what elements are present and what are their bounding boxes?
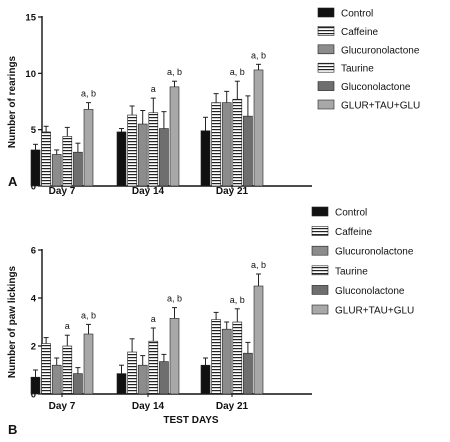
legend-label-control: Control [341,9,373,20]
y-tick-label: 10 [25,69,36,80]
legend-label-caffeine: Caffeine [341,27,379,38]
bar-taurine [148,340,159,395]
significance-label: a [151,84,156,94]
bar-control [30,376,41,395]
x-tick-label: Day 21 [216,186,249,197]
significance-label: a, b [230,295,245,305]
bar-taurine [62,345,73,395]
y-axis-label: Number of rearings [7,55,18,148]
legend-swatch-glucuronolactone [317,44,335,55]
significance-label: a, b [167,67,182,77]
bar-control [30,149,41,187]
bar-combo [83,109,94,187]
x-tick-label: Day 21 [216,401,249,412]
bar-gluconolactone [243,352,253,395]
y-tick-label: 5 [31,125,37,136]
chart-panel-a: 0 5 10 15 Number of rearings Day 7 Day 14 Day 2… [7,7,420,197]
legend-label-combo: GLUR+TAU+GLU [335,306,414,317]
bar-taurine [232,98,243,187]
bar-glucuronolactone [221,102,232,187]
legend-label-gluconolactone: Gluconolactone [335,286,405,297]
bar-gluconolactone [243,115,253,187]
legend-label-glucuronolactone: Glucuronolactone [341,45,420,56]
legend-swatch-gluconolactone [311,285,329,295]
significance-label: a [151,314,156,324]
x-tick-label: Day 7 [49,186,76,197]
bar-caffeine [127,114,137,187]
bar-taurine [232,321,243,395]
legend-label-taurine: Taurine [335,266,368,277]
bar-control [116,373,127,395]
significance-label: a, b [81,310,96,320]
y-tick-label: 15 [25,13,36,24]
chart-panel-b: 0 2 4 6 Number of paw lickings Day 7 Day 14 Day… [7,206,414,437]
bar-glucuronolactone [137,123,148,187]
bar-gluconolactone [159,361,169,395]
bar-caffeine [211,102,221,187]
legend-swatch-glucuronolactone [311,245,329,256]
bar-combo [169,318,180,395]
legend-label-gluconolactone: Gluconolactone [341,82,411,93]
significance-label: a, b [251,260,266,270]
bar-taurine [148,112,159,187]
legend-label-control: Control [335,208,367,219]
panel-label: A [8,174,18,189]
bar-control [116,131,127,187]
legend-swatch-combo [311,304,329,315]
bar-glucuronolactone [51,364,62,395]
legend-swatch-caffeine [317,26,335,36]
y-tick-label: 6 [31,246,36,257]
bar-combo [253,285,264,395]
significance-label: a, b [251,50,266,60]
legend-swatch-control [317,7,335,18]
bar-glucuronolactone [221,328,232,395]
bar-caffeine [41,131,51,187]
x-tick-label: Day 14 [132,186,165,197]
y-axis-label: Number of paw lickings [7,265,18,378]
bar-caffeine [211,319,221,395]
significance-label: a, b [81,89,96,99]
x-tick-label: Day 14 [132,401,165,412]
bar-taurine [62,136,73,187]
legend-label-caffeine: Caffeine [335,227,373,238]
significance-label: a, b [167,294,182,304]
bar-gluconolactone [73,151,83,187]
y-tick-label: 4 [31,294,37,305]
significance-label: a, b [230,67,245,77]
legend-swatch-gluconolactone [317,81,335,91]
bar-combo [169,86,180,187]
panel-label: B [8,422,17,437]
bar-combo [253,69,264,187]
bar-gluconolactone [159,128,169,187]
legend-swatch-combo [317,99,335,110]
y-tick-label: 0 [31,182,36,193]
x-axis-label: TEST DAYS [163,415,219,426]
bar-gluconolactone [73,373,83,395]
bar-glucuronolactone [51,154,62,187]
bar-combo [83,333,94,395]
y-tick-label: 2 [31,342,36,353]
bar-control [200,130,211,187]
bar-caffeine [127,351,137,395]
legend-label-combo: GLUR+TAU+GLU [341,101,420,112]
legend-swatch-control [311,206,329,217]
legend-swatch-taurine [311,265,329,276]
legend-swatch-caffeine [311,226,329,236]
bar-caffeine [41,343,51,395]
x-tick-label: Day 7 [49,401,76,412]
legend-label-glucuronolactone: Glucuronolactone [335,247,414,258]
bar-control [200,364,211,395]
significance-label: a [65,321,70,331]
legend-label-taurine: Taurine [341,64,374,75]
bar-glucuronolactone [137,364,148,395]
legend-swatch-taurine [317,62,335,73]
y-tick-label: 0 [31,390,36,401]
